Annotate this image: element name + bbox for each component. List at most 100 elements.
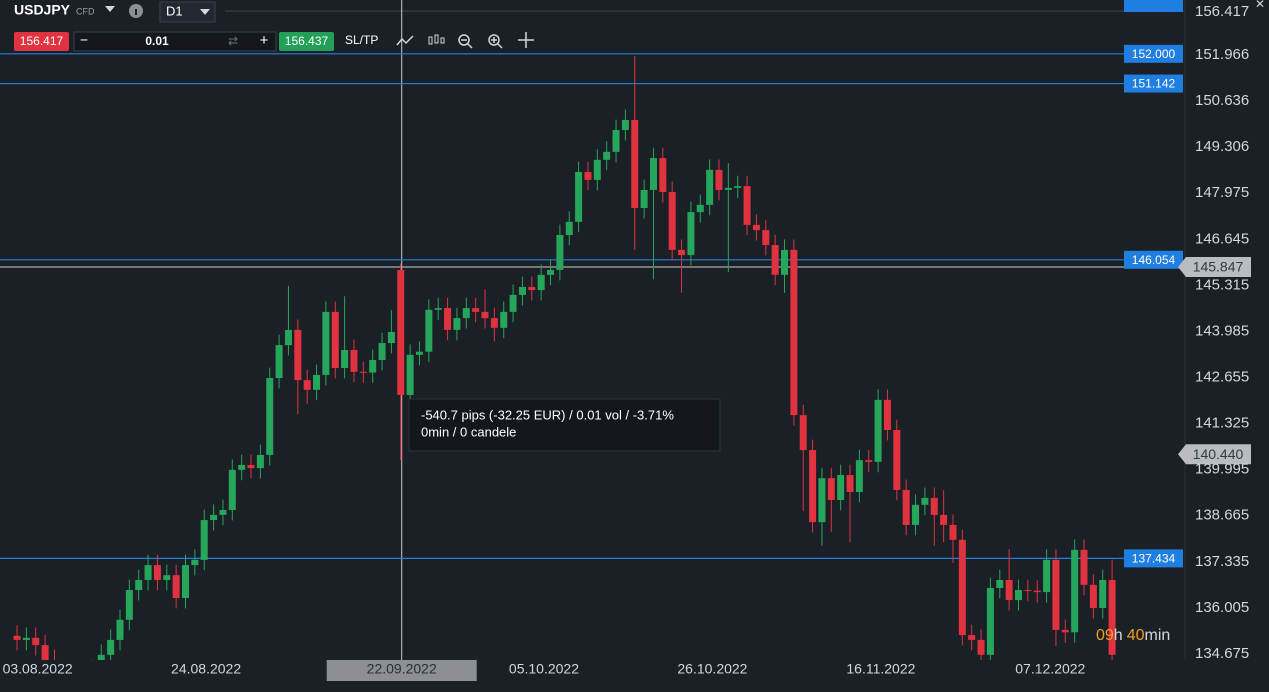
swap-icon[interactable]: ⇄	[228, 34, 238, 48]
candle-body	[182, 565, 190, 598]
candle-body	[958, 539, 966, 636]
y-tick-label: 149.306	[1195, 138, 1249, 155]
candle-body	[921, 497, 929, 505]
candle-body	[1005, 579, 1013, 601]
candle-body	[256, 454, 264, 469]
y-tick-label: 147.975	[1195, 184, 1249, 201]
volume-input[interactable]	[73, 31, 277, 52]
candle-body	[284, 329, 292, 346]
candle-body	[425, 309, 433, 352]
y-tick-label: 134.675	[1195, 645, 1249, 662]
top-price: 156.417	[1195, 3, 1249, 20]
countdown-minutes-unit: min	[1145, 627, 1171, 644]
candle-body	[724, 187, 732, 190]
candle-body	[481, 311, 489, 319]
candle-body	[490, 318, 498, 328]
minus[interactable]: −	[80, 32, 88, 48]
overlay: 152.000 151.142 146.054 137.434 145.847 140.4…	[1124, 44, 1251, 568]
candle-body	[537, 274, 545, 291]
symbol[interactable]: USDJPY	[14, 2, 71, 18]
candle-body	[359, 371, 367, 373]
y-tick-label: 136.005	[1195, 599, 1249, 616]
candle-body	[378, 343, 386, 361]
pan-icon[interactable]	[518, 32, 534, 48]
candle-body	[444, 308, 452, 330]
timeframe-caret	[200, 9, 210, 15]
x-tick-label: 05.10.2022	[509, 661, 579, 677]
candle-body	[107, 639, 115, 655]
candle-body	[986, 587, 994, 655]
candle-body	[266, 378, 274, 455]
candle-body	[565, 221, 573, 235]
candle-icon[interactable]	[428, 34, 445, 45]
toolbar: USDJPY CFD D1 156.417 − 0.01 ⇄ + 156.437…	[14, 1, 534, 52]
y-tick-label: 150.636	[1195, 92, 1249, 109]
sell-button[interactable]	[14, 32, 69, 51]
candle-body	[640, 189, 648, 208]
x-tick-label: 22.09.2022	[367, 661, 437, 677]
countdown-hours: 09	[1096, 627, 1114, 644]
candle-body	[219, 510, 227, 515]
y-tick-label: 145.315	[1195, 276, 1249, 293]
line-chart-icon[interactable]	[396, 35, 414, 46]
price-level-label: 146.054	[1132, 253, 1176, 267]
candle-body	[575, 171, 583, 222]
candle-body	[1024, 590, 1032, 592]
plus[interactable]: +	[260, 32, 269, 49]
candle-body	[649, 158, 657, 190]
plot-area	[0, 0, 1185, 660]
countdown-minutes: 40	[1127, 627, 1145, 644]
candle-body	[874, 399, 882, 462]
candle-body	[1071, 549, 1079, 633]
candle-body	[584, 171, 592, 180]
candle-body	[1099, 579, 1107, 609]
volume: 0.01	[145, 34, 169, 48]
sltp[interactable]: SL/TP	[345, 33, 378, 47]
candle-body	[846, 475, 854, 493]
price-marker-badge	[1178, 444, 1251, 465]
y-tick-label: 143.985	[1195, 322, 1249, 339]
zoom-out-icon[interactable]	[458, 34, 473, 49]
candle-body	[247, 464, 255, 469]
candle-body	[883, 399, 891, 431]
candle-body	[893, 430, 901, 490]
candle-body	[434, 308, 442, 310]
x-tick-label: 26.10.2022	[677, 661, 747, 677]
price-level-badge	[1124, 74, 1183, 93]
buy-price: 156.437	[285, 34, 329, 48]
candle-body	[331, 311, 339, 368]
candle-body	[912, 504, 920, 525]
y-tick-label: 142.655	[1195, 368, 1249, 385]
candle-body	[294, 329, 302, 381]
candle-body	[678, 249, 686, 256]
timeframe: D1	[166, 3, 183, 18]
candle-body	[1052, 559, 1060, 630]
price-level-label: 137.434	[1132, 552, 1176, 566]
y-tick-label: 139.995	[1195, 461, 1249, 478]
candle-body	[1043, 559, 1051, 593]
candle-body	[116, 619, 124, 640]
symbol-dropdown[interactable]	[105, 6, 115, 12]
price-level-badge	[1124, 549, 1183, 568]
buy-button[interactable]	[279, 32, 334, 51]
price-marker-label: 145.847	[1193, 259, 1244, 275]
candle-body	[97, 654, 105, 660]
zoom-in-icon[interactable]	[488, 34, 503, 49]
candle-body	[275, 345, 283, 379]
timeframe-select[interactable]	[159, 1, 216, 23]
candle-body	[781, 249, 789, 275]
candle-body	[631, 119, 639, 208]
candle-body	[406, 354, 414, 396]
price-level-label: 151.142	[1132, 77, 1176, 91]
candle-body	[144, 565, 152, 580]
candle-body	[1061, 629, 1069, 633]
y-tick-label: 146.645	[1195, 230, 1249, 247]
candle-body	[818, 478, 826, 523]
price-marker-label: 140.440	[1193, 446, 1244, 462]
candle-body	[22, 637, 30, 640]
candle-body	[163, 575, 171, 580]
candle-body	[968, 635, 976, 640]
candle-body	[341, 349, 349, 368]
close-icon[interactable]: ✕	[1255, 0, 1265, 11]
